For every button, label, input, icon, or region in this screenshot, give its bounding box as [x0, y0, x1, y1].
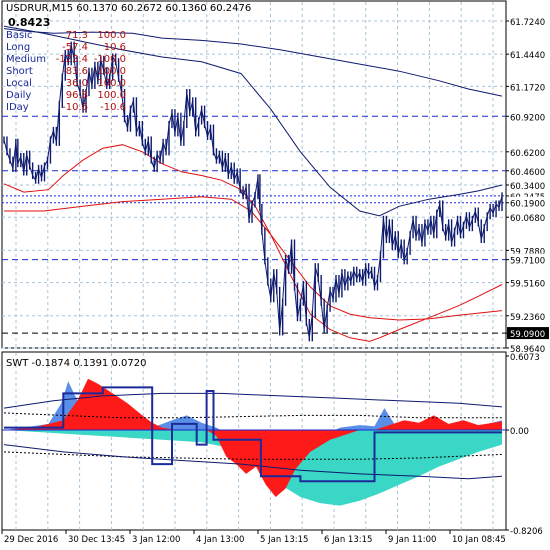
time-tick-label: 10 Jan 08:45: [452, 535, 506, 545]
price-tick-label: 60.0680: [510, 214, 545, 224]
long-ma-line: [3, 28, 503, 97]
time-tick-label: 29 Dec 2016: [4, 535, 58, 545]
info-row-value-2: -10.6: [100, 102, 126, 113]
info-row-value-2: 10.6: [103, 42, 126, 53]
price-tick-label: 59.7880: [510, 247, 545, 257]
info-row-value: -83.6: [62, 66, 88, 77]
info-row-value: 36.0: [65, 78, 88, 89]
swt-tick-label: 0.00: [510, 427, 529, 437]
envelope-lower-line: [3, 444, 503, 480]
price-tick-label: 60.6200: [510, 149, 545, 159]
time-tick-label: 4 Jan 13:00: [196, 535, 244, 545]
price-tick-label-bg: [507, 253, 549, 266]
price-tick-label: 61.1720: [510, 83, 545, 93]
info-row-value-2: -100.0: [93, 54, 126, 65]
price-tick-label: 58.9640: [510, 345, 545, 355]
info-row-label: Local: [6, 78, 32, 89]
price-tick-label: 59.2360: [510, 313, 545, 323]
upper-band-line: [3, 25, 503, 217]
step-line: [4, 386, 502, 483]
price-tick-label: 60.9200: [510, 113, 545, 123]
info-row-value: -123.4: [55, 54, 88, 65]
price-tick-label-bg: [507, 110, 549, 123]
chart-title: USDRUR,M15 60.1370 60.2672 60.1360 60.24…: [6, 3, 252, 14]
info-row-label: Daily: [6, 90, 32, 101]
info-row-value: 71.3: [65, 30, 88, 41]
price-tick-label: 60.1900: [510, 200, 545, 210]
info-row-label: Basic: [6, 30, 33, 41]
price-tick-label-bg: [507, 164, 549, 177]
info-row-label: Short: [6, 66, 33, 77]
swt-title: SWT -0.1874 0.1391 0.0720: [6, 358, 147, 369]
upper-dotted-line: [3, 412, 502, 419]
time-tick-label: 9 Jan 11:00: [388, 535, 436, 545]
price-tick-label: 59.7100: [510, 257, 545, 267]
info-row-value-2: 100.0: [97, 90, 126, 101]
time-tick-label: 30 Dec 13:45: [68, 535, 125, 545]
price-tick-label-bg: [507, 196, 549, 209]
info-row-value-2: 100.0: [97, 78, 126, 89]
lower-dotted-line: [3, 451, 503, 460]
time-axis: 29 Dec 2016 30 Dec 13:45 3 Jan 12:00 4 Jan …: [1, 530, 506, 545]
main-panel: [1, 0, 507, 349]
indicator-value: 0.8423: [8, 16, 51, 29]
price-tick-label: 60.4600: [510, 168, 545, 178]
price-tick-label: 61.7240: [510, 18, 545, 28]
teal-area: [4, 430, 502, 506]
info-row-value-2: -100.0: [93, 66, 126, 77]
swt-tick-label: 0.6073: [510, 353, 540, 363]
swt-tick-label: -0.8206: [510, 527, 543, 537]
slow-ma-line: [4, 196, 503, 321]
info-row-value: 96.8: [65, 90, 88, 101]
info-row-label: Medium: [6, 54, 46, 65]
swt-plot: [2, 378, 506, 506]
price-tick-label-bg: [507, 327, 549, 340]
price-line: [3, 45, 503, 338]
main-plot: [2, 25, 506, 342]
info-row-value-2: 100.0: [97, 30, 126, 41]
red-area: [4, 378, 502, 497]
info-row-value: -10.6: [62, 102, 88, 113]
time-tick-label: 5 Jan 13:15: [260, 535, 308, 545]
main-panel-frame: [1, 0, 507, 349]
info-row-label: IDay: [6, 102, 29, 113]
info-row-label: Long: [6, 42, 31, 53]
price-axis: 61.7240 61.4440 61.1720 60.9200 60.6200 60.46…: [506, 18, 549, 537]
time-tick-label: 6 Jan 13:15: [324, 535, 372, 545]
price-series: [3, 41, 503, 342]
price-tick-label: 59.0900: [510, 330, 545, 340]
price-tick-label: 60.3400: [510, 182, 545, 192]
envelope-upper-line: [3, 392, 503, 409]
price-tick-label: 61.4440: [510, 51, 545, 61]
price-tick-label: 59.5160: [510, 280, 545, 290]
info-row-value: -57.4: [62, 42, 88, 53]
time-tick-label: 3 Jan 12:00: [132, 535, 180, 545]
